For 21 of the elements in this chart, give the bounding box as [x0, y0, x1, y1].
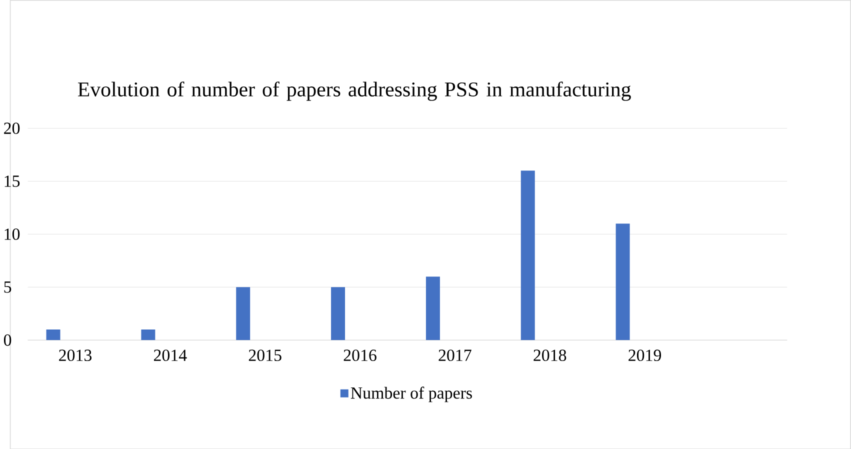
legend-label: Number of papers — [350, 386, 472, 402]
bar — [616, 223, 630, 340]
y-tick-label: 5 — [4, 281, 12, 293]
bar — [426, 276, 440, 340]
bar — [141, 329, 156, 340]
x-tick-label: 2018 — [534, 349, 566, 361]
y-tick-label: 15 — [4, 175, 20, 187]
x-tick-label: 2017 — [438, 349, 472, 361]
bar — [331, 286, 346, 340]
x-tick-label: 2019 — [628, 349, 662, 361]
y-tick-label: 0 — [4, 334, 12, 346]
bar — [46, 329, 60, 340]
bar — [520, 170, 535, 340]
bar — [236, 286, 250, 340]
x-tick-label: 2014 — [154, 349, 187, 361]
chart-title: Evolution of number of papers addressing PSS in manufacturing — [78, 81, 631, 101]
x-tick-label: 2016 — [344, 349, 376, 361]
x-tick-label: 2015 — [248, 349, 282, 361]
y-tick-label: 20 — [4, 122, 20, 134]
x-tick-label: 2013 — [59, 349, 92, 361]
y-tick-label: 10 — [4, 228, 20, 240]
